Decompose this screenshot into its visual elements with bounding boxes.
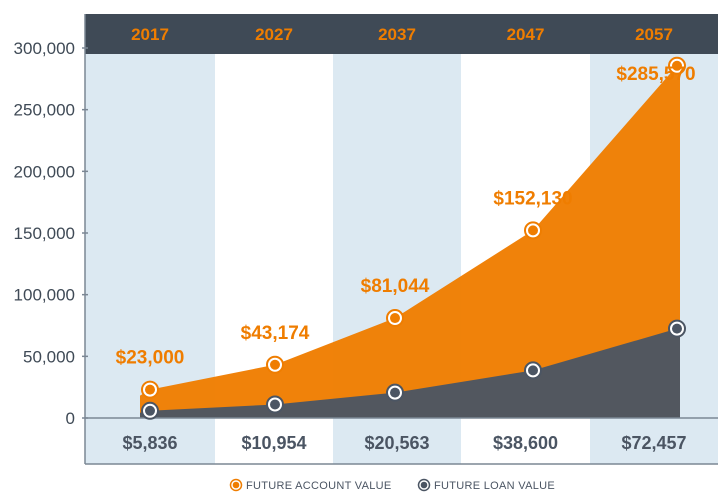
account-point-2037 [386,309,404,328]
account-point-2057 [668,56,686,75]
loan-point-2057 [668,319,686,338]
year-label-2037: 2037 [378,25,416,44]
series-areas [140,65,680,418]
y-tick-label: 150,000 [14,224,75,243]
account-point-2057-inner [672,60,682,71]
footer-cell-2017 [85,418,215,464]
account-value-label-2057: $285,570 [616,64,695,85]
account-point-2037-inner [390,313,400,324]
account-point-2047-inner [528,225,538,236]
loan-value-label-2057: $72,457 [621,433,686,453]
footer-cell-2047 [461,418,590,464]
year-labels: 2017 2027 2037 2047 2057 [131,25,673,44]
account-value-labels: $23,000 $43,174 $81,044 $152,130 $285,570 [116,64,696,369]
account-value-label-2027: $43,174 [241,323,310,344]
legend: FUTURE ACCOUNT VALUE FUTURE LOAN VALUE [229,478,555,492]
loan-point-2027-inner [270,399,280,410]
loan-point-2057-inner [672,323,682,334]
loan-value-label-2037: $20,563 [364,433,429,453]
loan-point-2017-inner [145,405,155,416]
footer-cell-2027 [215,418,333,464]
data-points [141,56,686,420]
account-point-2017-inner [145,384,155,395]
year-label-2047: 2047 [507,25,545,44]
legend-account-value-label: FUTURE ACCOUNT VALUE [246,480,392,492]
year-label-2057: 2057 [635,25,673,44]
account-value-area [140,65,680,418]
footer-cell-2037 [333,418,461,464]
loan-value-area [140,328,680,418]
account-point-2027 [266,355,284,374]
y-tick-label: 50,000 [23,347,75,366]
legend-loan-value-marker-inner [420,481,428,489]
year-header-band [85,14,718,54]
loan-point-2017 [141,401,159,420]
loan-point-2027 [266,395,284,414]
footer-cell-2057 [590,418,718,464]
loan-value-label-2027: $10,954 [241,433,306,453]
account-point-2027-inner [270,359,280,370]
loan-point-2037-inner [390,387,400,398]
legend-account-value: FUTURE ACCOUNT VALUE [229,478,392,492]
y-axis: 300,000 250,000 200,000 150,000 100,000 50,00… [14,14,88,464]
account-point-2017 [141,380,159,399]
loan-value-footer: $5,836 $10,954 $20,563 $38,600 $72,457 [85,417,718,465]
account-point-2047 [524,221,542,240]
loan-value-label-2047: $38,600 [493,433,558,453]
y-tick-label: 200,000 [14,162,75,181]
y-tick-label: 0 [66,409,75,428]
account-value-label-2047: $152,130 [493,188,572,209]
legend-loan-value: FUTURE LOAN VALUE [417,478,555,492]
loan-point-2037 [386,383,404,402]
account-value-label-2037: $81,044 [361,276,430,297]
loan-value-label-2017: $5,836 [122,433,177,453]
y-tick-label: 250,000 [14,101,75,120]
year-label-2017: 2017 [131,25,169,44]
loan-point-2047-inner [528,365,538,376]
year-label-2027: 2027 [255,25,293,44]
loan-point-2047 [524,361,542,380]
y-tick-label: 100,000 [14,286,75,305]
legend-loan-value-label: FUTURE LOAN VALUE [434,480,555,492]
account-value-label-2017: $23,000 [116,348,185,369]
legend-account-value-marker-inner [232,481,240,489]
y-tick-label: 300,000 [14,39,75,58]
